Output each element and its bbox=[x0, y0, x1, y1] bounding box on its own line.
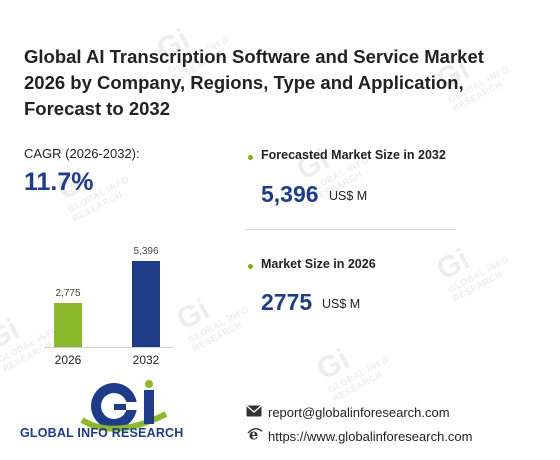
bar-category-label: 2026 bbox=[54, 353, 82, 367]
kpi-forecast-unit: US$ M bbox=[329, 189, 368, 203]
bar-category-label: 2032 bbox=[132, 353, 160, 367]
cagr-label: CAGR (2026-2032): bbox=[24, 146, 140, 161]
svg-text:e: e bbox=[249, 427, 258, 441]
kpi-current-label: Market Size in 2026 bbox=[261, 257, 376, 271]
kpi-current-unit: US$ M bbox=[322, 297, 361, 311]
chart-baseline bbox=[44, 347, 174, 348]
global-info-research-logo bbox=[80, 380, 168, 432]
logo-wordmark: GLOBAL INFO RESEARCH bbox=[20, 426, 184, 440]
kpi-forecast-label: Forecasted Market Size in 2032 bbox=[261, 148, 446, 162]
kpi-forecast-value: 5,396 bbox=[261, 181, 319, 207]
bar-2032 bbox=[132, 261, 160, 347]
bar-2026 bbox=[54, 303, 82, 347]
cagr-value: 11.7% bbox=[24, 168, 94, 196]
report-title: Global AI Transcription Software and Ser… bbox=[24, 46, 484, 119]
ie-browser-icon: e bbox=[247, 427, 263, 441]
bar-value-label: 2,775 bbox=[55, 288, 81, 299]
envelope-icon bbox=[246, 405, 262, 417]
contact-website[interactable]: https://www.globalinforesearch.com bbox=[268, 429, 473, 444]
bullet-dot bbox=[248, 155, 253, 160]
bullet-dot bbox=[248, 264, 253, 269]
kpi-divider bbox=[246, 229, 456, 230]
watermark-logo: Gi GLOBAL INFO RESEARCH bbox=[431, 242, 511, 304]
kpi-current-value: 2775 bbox=[261, 289, 313, 315]
bar-value-label: 5,396 bbox=[133, 246, 159, 257]
watermark-logo: Gi GLOBAL INFO RESEARCH bbox=[311, 342, 391, 404]
contact-email[interactable]: report@globalinforesearch.com bbox=[268, 405, 450, 420]
